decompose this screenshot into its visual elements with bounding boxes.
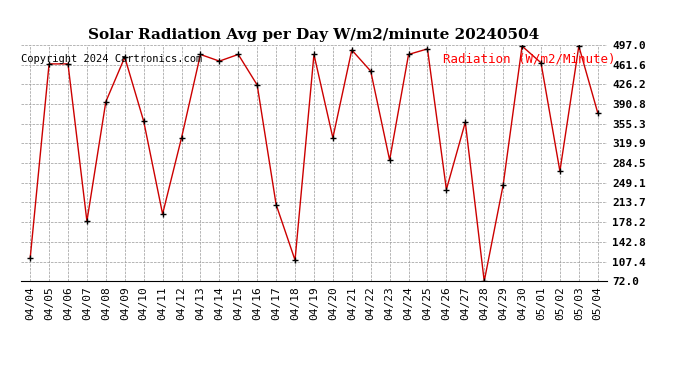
Title: Solar Radiation Avg per Day W/m2/minute 20240504: Solar Radiation Avg per Day W/m2/minute … <box>88 28 540 42</box>
Text: Copyright 2024 Cartronics.com: Copyright 2024 Cartronics.com <box>21 54 202 64</box>
Text: Radiation (W/m2/Minute): Radiation (W/m2/Minute) <box>443 52 615 65</box>
